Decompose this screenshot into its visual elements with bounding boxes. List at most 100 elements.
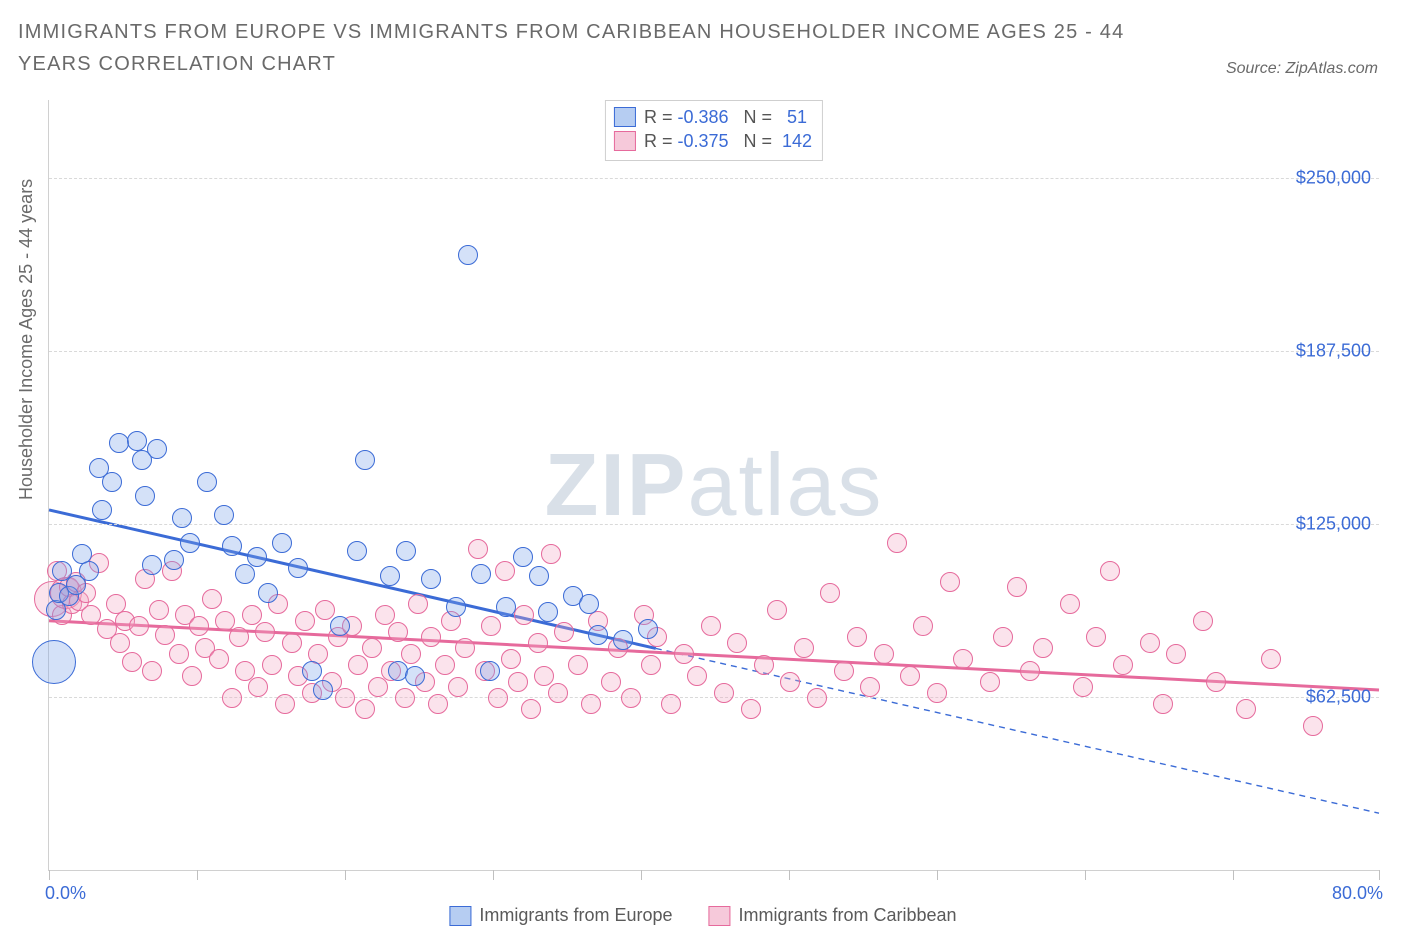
scatter-point-caribbean	[335, 688, 355, 708]
scatter-point-europe	[142, 555, 162, 575]
scatter-point-caribbean	[993, 627, 1013, 647]
scatter-point-caribbean	[534, 666, 554, 686]
scatter-point-europe	[109, 433, 129, 453]
plot-area: ZIPatlas R = -0.386 N = 51R = -0.375 N =…	[48, 100, 1379, 871]
x-tick	[345, 870, 346, 880]
scatter-point-europe	[127, 431, 147, 451]
scatter-point-caribbean	[860, 677, 880, 697]
scatter-point-caribbean	[1007, 577, 1027, 597]
x-tick	[641, 870, 642, 880]
scatter-point-caribbean	[262, 655, 282, 675]
scatter-point-caribbean	[149, 600, 169, 620]
scatter-point-europe	[471, 564, 491, 584]
y-tick-label: $187,500	[1296, 340, 1371, 361]
legend-rn-text: R = -0.375 N = 142	[644, 129, 812, 153]
scatter-point-europe	[164, 550, 184, 570]
scatter-point-europe	[214, 505, 234, 525]
legend-item-caribbean: Immigrants from Caribbean	[708, 905, 956, 926]
scatter-point-caribbean	[395, 688, 415, 708]
scatter-point-caribbean	[315, 600, 335, 620]
scatter-point-europe	[258, 583, 278, 603]
scatter-point-caribbean	[421, 627, 441, 647]
scatter-point-europe	[529, 566, 549, 586]
scatter-point-caribbean	[674, 644, 694, 664]
scatter-point-caribbean	[448, 677, 468, 697]
scatter-point-caribbean	[155, 625, 175, 645]
scatter-point-caribbean	[169, 644, 189, 664]
x-tick	[197, 870, 198, 880]
source-citation: Source: ZipAtlas.com	[1226, 60, 1378, 78]
source-name: ZipAtlas.com	[1286, 60, 1378, 77]
x-max-label: 80.0%	[1332, 883, 1383, 904]
scatter-point-europe	[380, 566, 400, 586]
legend-swatch-icon	[708, 906, 730, 926]
x-tick	[493, 870, 494, 880]
legend-label: Immigrants from Europe	[479, 905, 672, 926]
scatter-point-caribbean	[953, 649, 973, 669]
scatter-point-caribbean	[202, 589, 222, 609]
scatter-point-caribbean	[455, 638, 475, 658]
scatter-point-caribbean	[468, 539, 488, 559]
scatter-point-caribbean	[248, 677, 268, 697]
scatter-point-caribbean	[1086, 627, 1106, 647]
scatter-point-caribbean	[687, 666, 707, 686]
scatter-point-caribbean	[362, 638, 382, 658]
scatter-point-caribbean	[182, 666, 202, 686]
scatter-point-caribbean	[521, 699, 541, 719]
scatter-point-caribbean	[601, 672, 621, 692]
scatter-point-caribbean	[215, 611, 235, 631]
scatter-point-caribbean	[780, 672, 800, 692]
scatter-point-caribbean	[295, 611, 315, 631]
scatter-point-caribbean	[913, 616, 933, 636]
scatter-point-caribbean	[927, 683, 947, 703]
scatter-point-caribbean	[189, 616, 209, 636]
scatter-point-caribbean	[887, 533, 907, 553]
scatter-point-caribbean	[1303, 716, 1323, 736]
legend-swatch-icon	[449, 906, 471, 926]
scatter-point-caribbean	[242, 605, 262, 625]
scatter-point-europe	[513, 547, 533, 567]
scatter-point-europe	[638, 619, 658, 639]
scatter-point-caribbean	[401, 644, 421, 664]
scatter-point-caribbean	[495, 561, 515, 581]
scatter-point-caribbean	[541, 544, 561, 564]
x-min-label: 0.0%	[45, 883, 86, 904]
scatter-point-caribbean	[1236, 699, 1256, 719]
scatter-point-caribbean	[435, 655, 455, 675]
scatter-point-caribbean	[548, 683, 568, 703]
scatter-point-caribbean	[874, 644, 894, 664]
scatter-point-caribbean	[142, 661, 162, 681]
scatter-point-caribbean	[741, 699, 761, 719]
scatter-point-europe	[313, 680, 333, 700]
scatter-point-caribbean	[229, 627, 249, 647]
y-tick-label: $250,000	[1296, 167, 1371, 188]
scatter-point-caribbean	[129, 616, 149, 636]
y-axis-label: Householder Income Ages 25 - 44 years	[16, 179, 37, 500]
legend-label: Immigrants from Caribbean	[738, 905, 956, 926]
scatter-point-europe	[247, 547, 267, 567]
scatter-point-europe	[458, 245, 478, 265]
scatter-point-europe	[102, 472, 122, 492]
scatter-point-europe	[197, 472, 217, 492]
legend-rn-row-caribbean: R = -0.375 N = 142	[614, 129, 812, 153]
scatter-point-europe	[147, 439, 167, 459]
scatter-point-europe	[92, 500, 112, 520]
scatter-point-caribbean	[714, 683, 734, 703]
legend-swatch-europe	[614, 107, 636, 127]
series-legend: Immigrants from Europe Immigrants from Ca…	[449, 905, 956, 926]
scatter-point-caribbean	[375, 605, 395, 625]
x-tick	[1233, 870, 1234, 880]
scatter-point-caribbean	[408, 594, 428, 614]
scatter-point-europe	[446, 597, 466, 617]
scatter-point-caribbean	[727, 633, 747, 653]
scatter-point-europe	[172, 508, 192, 528]
scatter-point-caribbean	[275, 694, 295, 714]
scatter-point-europe	[180, 533, 200, 553]
chart-container: IMMIGRANTS FROM EUROPE VS IMMIGRANTS FRO…	[0, 0, 1406, 930]
trend-lines-layer	[49, 100, 1379, 870]
scatter-point-caribbean	[1033, 638, 1053, 658]
scatter-point-caribbean	[1113, 655, 1133, 675]
scatter-point-caribbean	[1261, 649, 1281, 669]
scatter-point-caribbean	[282, 633, 302, 653]
scatter-point-caribbean	[1153, 694, 1173, 714]
